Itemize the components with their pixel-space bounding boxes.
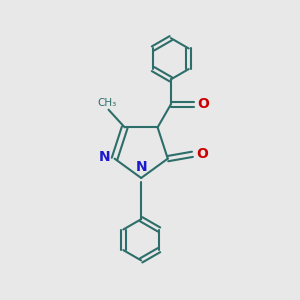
Text: O: O <box>196 147 208 161</box>
Text: CH₃: CH₃ <box>98 98 117 108</box>
Text: N: N <box>98 150 110 164</box>
Text: N: N <box>136 160 148 174</box>
Text: O: O <box>197 98 209 111</box>
